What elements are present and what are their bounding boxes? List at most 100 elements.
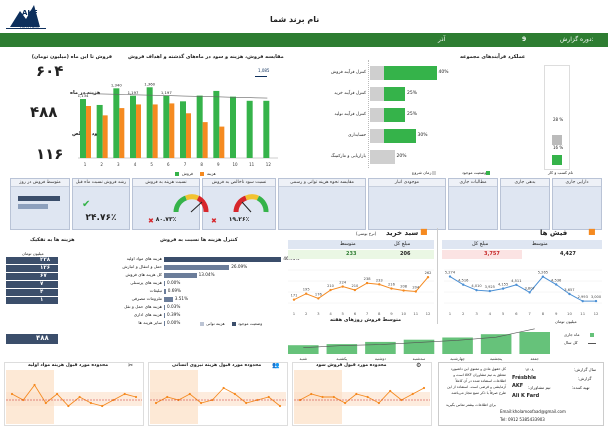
- bottom-chart-icon: 👥: [272, 362, 280, 369]
- purchase-title: سبد خرید: [386, 229, 419, 237]
- cost-bar: [164, 313, 165, 318]
- cost-item-label: ملزومات مصرفی: [131, 296, 162, 301]
- cost-value: ۴۸۸: [30, 103, 58, 121]
- cost-legend-a-swatch: [200, 322, 204, 326]
- units-chart-frame: [368, 60, 536, 168]
- purchase-x-tick: 6: [354, 311, 357, 316]
- unit-bar-base: [370, 150, 384, 164]
- bottom-point: [78, 395, 81, 399]
- unit-pct: 30%: [417, 133, 428, 138]
- unit-label: بازاریابی و مارکتینگ: [330, 154, 366, 159]
- unit-bar-base: [370, 108, 384, 122]
- x-tick-label: 3: [117, 162, 120, 167]
- period-month[interactable]: آذر: [438, 36, 446, 43]
- invoice-data-label: 4,511: [511, 279, 521, 283]
- bottom-point: [377, 401, 381, 405]
- cost-total-box: [6, 334, 58, 344]
- kpi-value: ۸۰.۷۳٪: [155, 216, 177, 223]
- x-tick-label: 8: [200, 162, 203, 167]
- invoice-data-label: 5,274: [445, 271, 456, 275]
- cost-amount-box: [6, 289, 58, 296]
- purchase-data-label: 224: [339, 281, 347, 285]
- bottom-chart-frame: [292, 362, 432, 426]
- footer-email[interactable]: Email:kholamoofaad@gmail.com: [500, 409, 566, 414]
- invoice-x-tick: 6: [515, 311, 518, 316]
- cost-amount-box: [6, 297, 58, 304]
- weekly-day-label: سه‌شنبه: [413, 356, 426, 361]
- bottom-point: [355, 392, 358, 396]
- purchase-col-total: مبلغ کل: [394, 241, 411, 247]
- x-tick-label: 4: [134, 162, 137, 167]
- bottom-point: [101, 404, 104, 408]
- unit-pct: 40%: [438, 70, 449, 75]
- kpi-card: نسبت هزینه به فروش ۸۰.۷۳٪: [132, 178, 200, 230]
- invoice-title: فیش ها: [540, 229, 568, 237]
- invoice-x-tick: 2: [462, 311, 465, 316]
- cost-amount-box: [6, 281, 58, 288]
- bottom-chart-title: محدوده مورد قبول هزینه مواد اولیه: [28, 363, 109, 368]
- unit-bar: [384, 108, 405, 122]
- period-month-num[interactable]: 9: [522, 36, 527, 43]
- purchase-line-chart: 171 1 195 2 176 3 210 4 224 5 210 6 238 7 233 8 216 9 208 1…: [288, 269, 434, 316]
- cost-bar: [164, 281, 165, 286]
- purchase-data-label: 195: [303, 288, 310, 292]
- bottom-point: [123, 392, 126, 396]
- cost-bar: [164, 321, 165, 326]
- invoice-header: [442, 240, 602, 249]
- invoice-data-label: 3,000: [591, 295, 602, 299]
- invoice-x-tick: 7: [528, 311, 531, 316]
- kpi-label: نسبت سود ناخالص به فروش: [203, 179, 275, 187]
- cost-pct: 3.51%: [174, 296, 189, 301]
- cost-bar: [164, 257, 282, 262]
- purchase-data-label: 210: [351, 284, 359, 288]
- data-label: 1,197: [161, 90, 172, 95]
- cost-amount: ۱۲۶: [40, 265, 51, 271]
- weekly-bar: [326, 344, 358, 354]
- purchase-x-tick: 2: [305, 311, 308, 316]
- purchase-point: [292, 298, 296, 301]
- purchase-point: [304, 292, 308, 295]
- bottom-line: [299, 387, 425, 404]
- unit-bar: [384, 66, 437, 80]
- invoice-data-label: 3,807: [524, 286, 534, 290]
- bottom-point: [211, 398, 214, 402]
- purchase-data-label: 238: [364, 277, 372, 281]
- weekly-bar: [288, 345, 319, 354]
- cost-amount: ۶۷: [40, 273, 47, 279]
- invoice-point: [528, 291, 531, 294]
- bottom-point: [332, 395, 335, 399]
- cost-pct: 0.00%: [167, 320, 181, 325]
- sales-bar: [96, 104, 103, 158]
- cost-bar: [202, 122, 208, 158]
- sales-ytd-label: فروش تا این ماه (میلیون تومان): [31, 54, 112, 60]
- main-chart-top-marker: [255, 76, 267, 77]
- purchase-panel-frame: [283, 228, 438, 324]
- kpi-label: رشد فروش نسبت ماه قبل: [73, 179, 129, 187]
- invoice-point: [581, 299, 584, 303]
- footer-tel: Tel: 0912 5385433903: [500, 417, 545, 422]
- bottom-chart-title: محدوده مورد قبول فروش سود: [316, 363, 387, 368]
- purchase-x-tick: 4: [329, 311, 332, 316]
- purchase-point: [329, 288, 332, 292]
- cross-icon: ✖: [148, 217, 154, 225]
- cost-bar: [164, 265, 230, 270]
- purchase-x-tick: 9: [390, 311, 393, 316]
- bottom-point: [366, 395, 369, 399]
- x-tick-label: 11: [249, 162, 255, 167]
- cost-pct: 0.03%: [167, 304, 181, 309]
- bottom-line-chart: [294, 370, 430, 424]
- invoice-point: [448, 275, 452, 278]
- unit-pct: 25%: [407, 91, 418, 96]
- invoice-x-tick: 10: [567, 311, 572, 316]
- brand-name: AKF: [22, 9, 38, 17]
- invoice-point: [475, 288, 478, 292]
- invoice-icon: ■: [588, 227, 596, 236]
- purchase-point: [426, 275, 430, 279]
- logo: [6, 3, 46, 33]
- stack-caption: نام کسب و کار: [548, 170, 574, 175]
- data-label: 1,360: [144, 81, 155, 86]
- cost-side-unit: میلیون تومان: [22, 251, 44, 256]
- bottom-chart-icon: ⚙: [416, 362, 422, 369]
- bottom-point: [44, 401, 47, 405]
- cost-item-label: هزینه های اداری: [133, 312, 162, 317]
